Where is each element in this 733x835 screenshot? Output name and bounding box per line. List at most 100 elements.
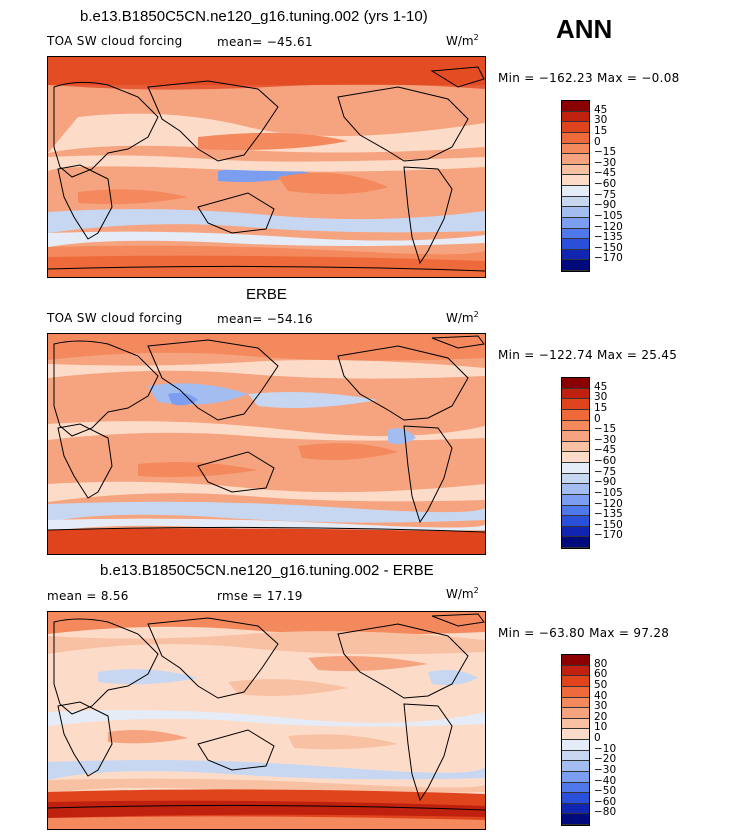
colorbar-tick-label: −120	[594, 220, 623, 233]
colorbar-tick-label: 30	[594, 700, 608, 713]
panel-1-units: W/m2	[446, 33, 479, 48]
colorbar-swatch	[562, 655, 589, 666]
colorbar-tick-label: −105	[594, 209, 623, 222]
colorbar-tick-label: −30	[594, 433, 617, 446]
colorbar-tick-label: −60	[594, 178, 617, 190]
colorbar-tick-label: −105	[594, 486, 623, 499]
colorbar-tick-label: −150	[594, 241, 623, 254]
colorbar-swatch	[562, 175, 589, 186]
colorbar-tick-label: −75	[594, 188, 617, 201]
panel-3-mean: mean = 8.56	[47, 589, 129, 603]
colorbar-tick-label: −50	[594, 785, 617, 798]
colorbar-tick-label: −75	[594, 465, 617, 478]
colorbar-swatch	[562, 708, 589, 719]
colorbar-swatch	[562, 409, 589, 421]
panel-3-title: b.e13.B1850C5CN.ne120_g16.tuning.002 - E…	[100, 562, 434, 579]
colorbar-swatch	[562, 249, 589, 261]
colorbar-tick-label: 45	[594, 380, 608, 393]
colorbar-tick-label: 15	[594, 124, 608, 137]
colorbar-tick-label: −30	[594, 156, 617, 169]
colorbar-swatch	[562, 154, 589, 165]
colorbar-tick-label: −80	[594, 806, 617, 819]
colorbar-tick-label: −170	[594, 252, 623, 265]
colorbar-swatch	[562, 122, 589, 133]
colorbar-tick-label: 20	[594, 710, 608, 723]
panel-1-min-max: Min = −162.23 Max = −0.08	[498, 71, 680, 85]
colorbar-swatch	[562, 239, 589, 250]
colorbar-swatch	[562, 761, 589, 772]
colorbar-tick-label: −135	[594, 231, 623, 244]
colorbar-tick-label: 0	[594, 412, 601, 425]
colorbar-swatch	[562, 494, 589, 506]
panel-1-colorbar	[561, 100, 590, 272]
panel-2-units: W/m2	[446, 310, 479, 325]
colorbar-tick-label: 45	[594, 103, 608, 116]
colorbar-tick-label: 30	[594, 391, 608, 404]
colorbar-tick-label: 30	[594, 114, 608, 127]
colorbar-swatch	[562, 431, 589, 442]
colorbar-swatch	[562, 505, 589, 517]
panel-2-variable-label: TOA SW cloud forcing	[47, 311, 183, 325]
colorbar-swatch	[562, 740, 589, 751]
panel-3-rmse: rmse = 17.19	[217, 589, 303, 603]
colorbar-tick-label: 10	[594, 721, 608, 734]
colorbar-tick-label: −120	[594, 497, 623, 510]
colorbar-swatch	[562, 132, 589, 144]
colorbar-swatch	[562, 111, 589, 123]
season-label: ANN	[556, 14, 613, 44]
colorbar-swatch	[562, 484, 589, 495]
colorbar-swatch	[562, 697, 589, 709]
colorbar-swatch	[562, 793, 589, 804]
colorbar-swatch	[562, 463, 589, 474]
colorbar-tick-label: −15	[594, 146, 617, 159]
colorbar-swatch	[562, 718, 589, 730]
panel-2-map	[47, 333, 486, 555]
colorbar-tick-label: 50	[594, 678, 608, 691]
panel-2-title: ERBE	[246, 286, 287, 303]
colorbar-tick-label: −170	[594, 529, 623, 542]
panel-3-min-max: Min = −63.80 Max = 97.28	[498, 626, 670, 640]
colorbar-tick-label: 60	[594, 668, 608, 681]
colorbar-swatch	[562, 665, 589, 677]
colorbar-swatch	[562, 217, 589, 229]
colorbar-swatch	[562, 196, 589, 208]
colorbar-tick-label: 40	[594, 689, 608, 702]
colorbar-swatch	[562, 686, 589, 698]
colorbar-swatch	[562, 420, 589, 432]
colorbar-swatch	[562, 260, 589, 271]
colorbar-swatch	[562, 452, 589, 463]
panel-1-map	[47, 56, 486, 278]
colorbar-tick-label: −45	[594, 444, 617, 457]
colorbar-swatch	[562, 399, 589, 410]
colorbar-swatch	[562, 378, 589, 389]
colorbar-tick-label: −45	[594, 167, 617, 180]
colorbar-tick-label: 0	[594, 732, 601, 744]
colorbar-swatch	[562, 771, 589, 783]
colorbar-swatch	[562, 207, 589, 218]
colorbar-tick-label: −20	[594, 753, 617, 766]
colorbar-swatch	[562, 228, 589, 240]
colorbar-swatch	[562, 526, 589, 538]
colorbar-tick-label: −30	[594, 763, 617, 776]
colorbar-tick-label: 15	[594, 401, 608, 414]
colorbar-swatch	[562, 676, 589, 687]
colorbar-tick-label: −150	[594, 518, 623, 531]
panel-2-colorbar	[561, 377, 590, 549]
panel-3-units: W/m2	[446, 586, 479, 601]
colorbar-swatch	[562, 537, 589, 548]
colorbar-swatch	[562, 750, 589, 762]
colorbar-swatch	[562, 803, 589, 815]
colorbar-swatch	[562, 729, 589, 740]
colorbar-tick-label: −60	[594, 455, 617, 467]
colorbar-tick-label: −15	[594, 423, 617, 436]
panel-2-mean: mean= −54.16	[217, 312, 313, 326]
panel-3-map	[47, 611, 486, 830]
colorbar-swatch	[562, 516, 589, 527]
colorbar-swatch	[562, 473, 589, 485]
colorbar-swatch	[562, 143, 589, 155]
colorbar-swatch	[562, 814, 589, 825]
colorbar-swatch	[562, 164, 589, 176]
colorbar-tick-label: −90	[594, 476, 617, 489]
panel-1-variable-label: TOA SW cloud forcing	[47, 34, 183, 48]
